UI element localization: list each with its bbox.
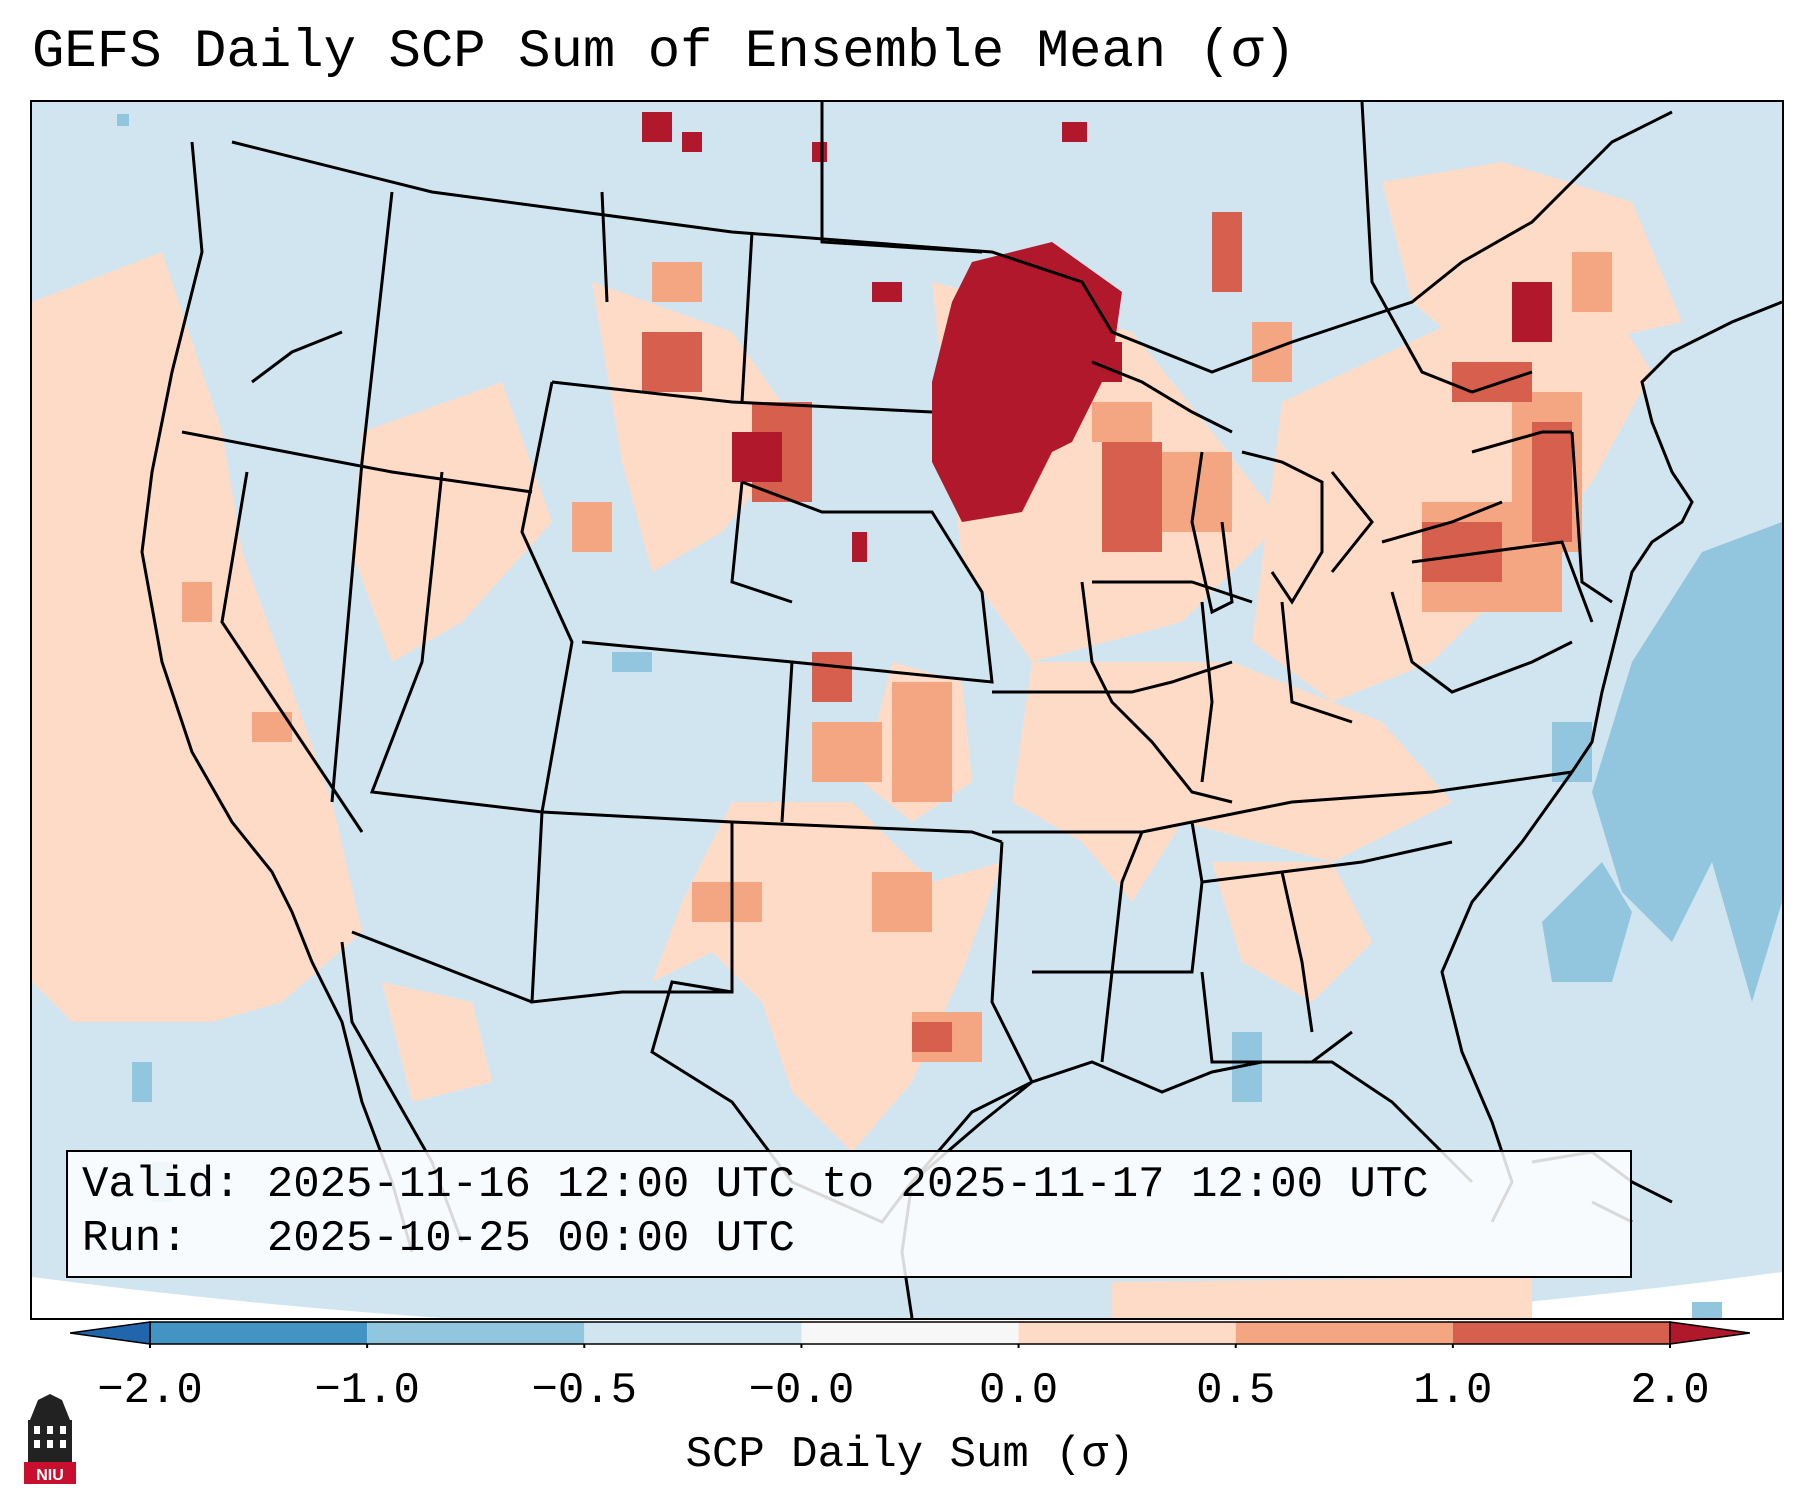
valid-label: Valid: <box>82 1160 241 1210</box>
colorbar-bin <box>1018 1322 1236 1344</box>
colorbar <box>70 1321 1750 1348</box>
tick-label: −0.0 <box>748 1366 855 1416</box>
colorbar-bin <box>584 1322 802 1344</box>
tick-label: −2.0 <box>97 1366 203 1416</box>
colorbar-bin <box>801 1322 1019 1344</box>
colorbar-bin <box>367 1322 585 1344</box>
tick-label: 0.0 <box>978 1366 1059 1416</box>
logo-text: NIU <box>36 1467 64 1484</box>
colorbar-tick-marks <box>149 1344 1671 1348</box>
run-label: Run: <box>82 1214 188 1264</box>
tick-label: 0.5 <box>1196 1366 1276 1416</box>
valid-time-range: 2025-11-16 12:00 UTC to 2025-11-17 12:00… <box>266 1160 1429 1210</box>
map-panel <box>30 100 1784 1320</box>
map-title: GEFS Daily SCP Sum of Ensemble Mean (σ) <box>32 22 1296 83</box>
validity-info-box: Valid: 2025-11-16 12:00 UTC to 2025-11-1… <box>66 1150 1632 1278</box>
tick-label: 1.0 <box>1413 1366 1493 1416</box>
colorbar-under-arrow <box>70 1321 151 1345</box>
tick-label: −0.5 <box>531 1366 638 1416</box>
tick-label: 2.0 <box>1630 1366 1710 1416</box>
colorbar-bins <box>149 1321 1671 1345</box>
state-boundaries <box>140 102 1782 1318</box>
niu-logo-icon: NIU <box>24 1394 76 1484</box>
colorbar-bin <box>150 1322 368 1344</box>
colorbar-over-arrow <box>1669 1321 1750 1345</box>
positive-max-areas <box>642 112 1552 562</box>
negative-areas <box>117 114 1782 1318</box>
positive-high-areas <box>642 212 1572 1052</box>
projection-edge <box>32 1272 1782 1318</box>
scp-map <box>32 102 1782 1318</box>
colorbar-bin <box>1452 1322 1670 1344</box>
colorbar-bin <box>1235 1322 1453 1344</box>
tick-label: −1.0 <box>314 1366 420 1416</box>
colorbar-label: SCP Daily Sum (σ) <box>685 1430 1135 1480</box>
run-time: 2025-10-25 00:00 UTC <box>266 1214 795 1264</box>
